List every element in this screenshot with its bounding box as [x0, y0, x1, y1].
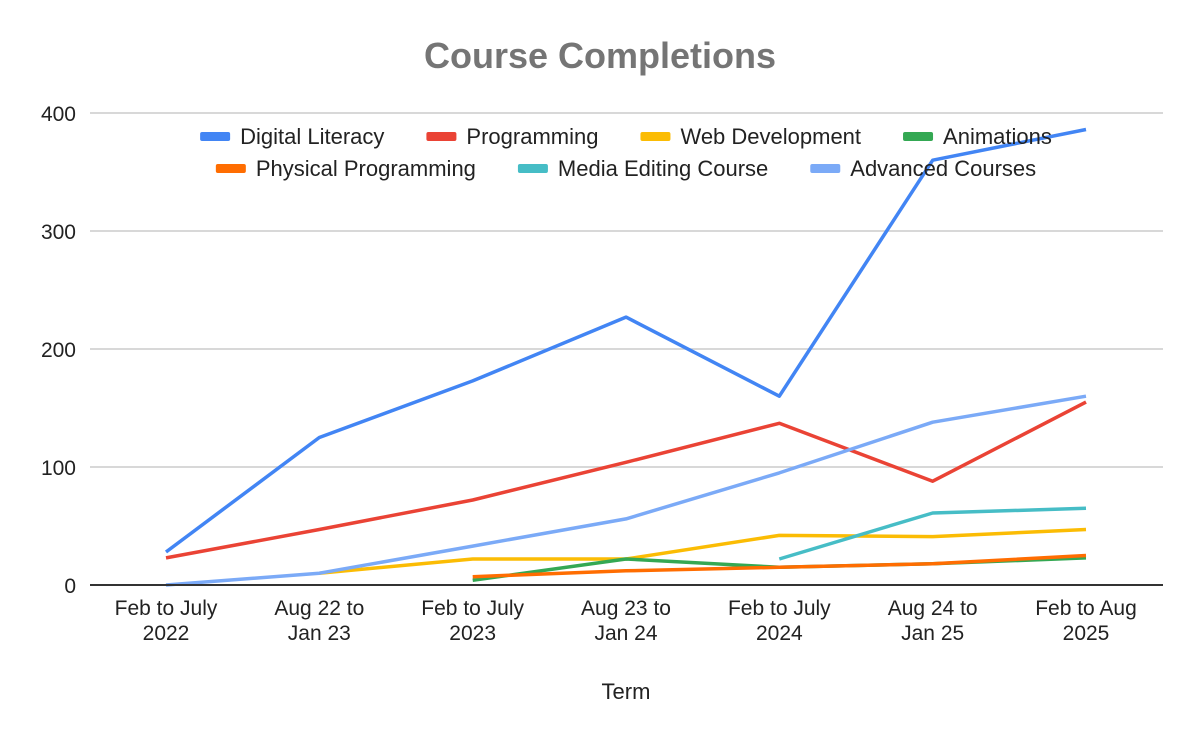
series-line-advanced-courses [165, 394, 1087, 587]
x-tick-label: Aug 24 to Jan 25 [888, 597, 978, 645]
legend-label: Advanced Courses [850, 156, 1036, 181]
legend-label: Programming [466, 124, 598, 149]
legend[interactable]: Digital Literacy Programming Web Developme… [200, 124, 1052, 181]
series-line-digital-literacy [164, 127, 1087, 554]
legend-item-physical-programming[interactable]: Physical Programming [215, 156, 476, 181]
x-axis-tick-labels: Feb to July 2022 Aug 22 to Jan 23 Feb to Jul… [115, 597, 1137, 645]
x-tick-label: Feb to Aug 2025 [1035, 597, 1137, 645]
series-lines [90, 127, 1163, 587]
legend-item-advanced-courses[interactable]: Advanced Courses [810, 156, 1036, 181]
legend-swatch [640, 132, 671, 141]
y-tick-label: 100 [41, 457, 76, 480]
legend-swatch [426, 132, 457, 141]
legend-swatch [810, 164, 841, 173]
legend-swatch [903, 132, 934, 141]
legend-item-digital-literacy[interactable]: Digital Literacy [200, 124, 384, 149]
x-tick-label: Aug 22 to Jan 23 [274, 597, 364, 645]
series-line-programming [165, 400, 1087, 560]
gridlines [90, 112, 1163, 468]
legend-item-media-editing-course[interactable]: Media Editing Course [517, 156, 768, 181]
legend-label: Animations [943, 124, 1052, 149]
chart-title: Course Completions [424, 35, 776, 76]
y-tick-label: 200 [41, 339, 76, 362]
legend-item-programming[interactable]: Programming [426, 124, 598, 149]
legend-label: Digital Literacy [240, 124, 384, 149]
series-line-media-editing-course [778, 506, 1087, 561]
x-tick-label: Feb to July 2023 [421, 597, 524, 645]
x-tick-label: Feb to July 2022 [115, 597, 218, 645]
legend-swatch [215, 164, 246, 173]
y-tick-label: 0 [64, 575, 76, 598]
y-tick-label: 400 [41, 103, 76, 126]
legend-swatch [200, 132, 231, 141]
legend-item-web-development[interactable]: Web Development [640, 124, 861, 149]
y-axis-tick-labels: 0 100 200 300 400 [41, 103, 76, 598]
legend-swatch [517, 164, 548, 173]
series-line-physical-programming [472, 553, 1087, 579]
x-axis-title: Term [602, 679, 651, 704]
series-line-web-development [319, 527, 1087, 575]
legend-label: Physical Programming [256, 156, 476, 181]
x-tick-label: Aug 23 to Jan 24 [581, 597, 671, 645]
legend-label: Media Editing Course [558, 156, 768, 181]
x-tick-label: Feb to July 2024 [728, 597, 831, 645]
legend-label: Web Development [680, 124, 861, 149]
y-tick-label: 300 [41, 221, 76, 244]
legend-item-animations[interactable]: Animations [903, 124, 1052, 149]
